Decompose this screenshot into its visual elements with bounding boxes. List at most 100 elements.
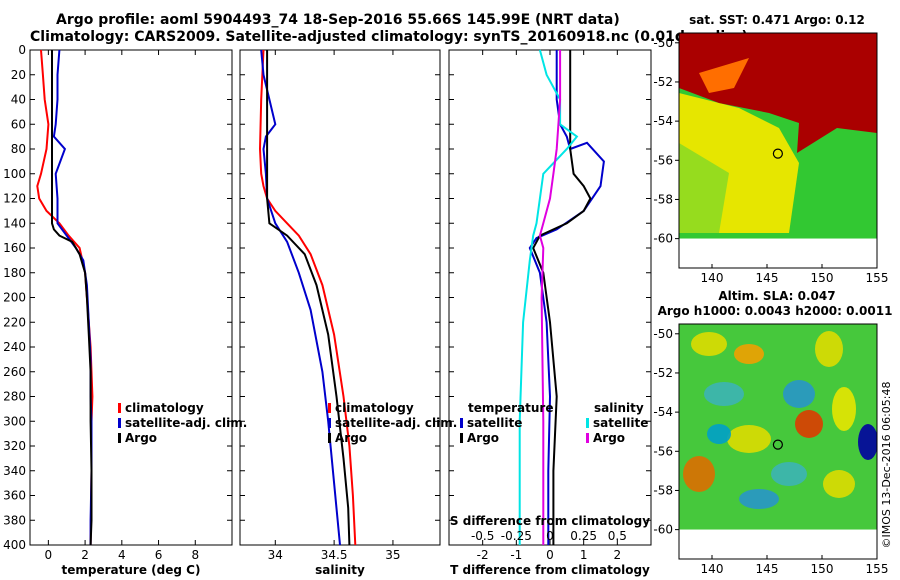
legend-temperature-heading: temperature <box>468 401 553 415</box>
xtick-label: 6 <box>155 548 163 562</box>
map-xtick-label: 140 <box>701 271 724 285</box>
sla-map-subtitle: Argo h1000: 0.0043 h2000: 0.0011 <box>658 304 893 318</box>
ytick-label-360: 360 <box>3 489 26 503</box>
xtick-label: -1 <box>510 548 522 562</box>
map-ytick-label: -58 <box>653 192 673 206</box>
map-xtick-label: 145 <box>756 562 779 576</box>
argo-position-marker <box>772 148 783 159</box>
sla-anomaly-blob <box>734 344 764 364</box>
map-frame-sst-map <box>678 32 878 269</box>
ytick-label-220: 220 <box>3 315 26 329</box>
sla-anomaly-blob <box>815 331 843 367</box>
legend-swatch <box>328 433 331 443</box>
sla-anomaly-blob <box>771 462 807 486</box>
sla-anomaly-blob <box>832 387 856 431</box>
series-line-s-argo <box>538 50 562 545</box>
sla-anomaly-blob <box>691 332 727 356</box>
ytick-label-0: 0 <box>18 43 26 57</box>
panel-salinity-frame <box>239 49 441 546</box>
sla-anomaly-blob <box>707 424 731 444</box>
map-frame-sla-map <box>678 323 878 560</box>
legend-salinity-heading: salinity <box>594 401 644 415</box>
ytick-label-200: 200 <box>3 291 26 305</box>
legend-swatch <box>586 433 589 443</box>
map-xtick-label: 150 <box>811 562 834 576</box>
xtick-label: 0 <box>546 548 554 562</box>
ytick-label-400: 400 <box>3 538 26 552</box>
sla-anomaly-blob <box>727 425 771 453</box>
legend-swatch <box>328 403 331 413</box>
legend-swatch <box>118 403 121 413</box>
sla-anomaly-blob <box>795 410 823 438</box>
ytick-label-100: 100 <box>3 167 26 181</box>
sla-anomaly-blob <box>704 382 744 406</box>
series-line-climatology <box>36 49 94 546</box>
ytick-label-320: 320 <box>3 439 26 453</box>
ytick-label-340: 340 <box>3 464 26 478</box>
series-line-climatology <box>258 49 357 546</box>
map-ytick-label: -60 <box>653 523 673 537</box>
legend-label: Argo <box>593 431 625 445</box>
map-xtick-label: 145 <box>756 271 779 285</box>
xtick-label: 34 <box>268 548 283 562</box>
map-ytick-label: -50 <box>653 327 673 341</box>
map-xtick-label: 150 <box>811 271 834 285</box>
ytick-label-180: 180 <box>3 266 26 280</box>
map-ytick-label: -50 <box>653 36 673 50</box>
map-field-sla-map <box>679 324 877 530</box>
sst-warm-region <box>679 33 877 153</box>
map-xtick-label: 155 <box>866 271 889 285</box>
legend-swatch <box>460 433 463 443</box>
xtick-label: 2 <box>81 548 89 562</box>
legend-swatch <box>328 418 331 428</box>
legend-swatch <box>460 418 463 428</box>
sla-anomaly-blob <box>823 470 855 498</box>
ytick-label-260: 260 <box>3 365 26 379</box>
xtick-label: 2 <box>614 548 622 562</box>
map-ytick-label: -60 <box>653 232 673 246</box>
map-xtick-label: 155 <box>866 562 889 576</box>
xtick-label: 34.5 <box>321 548 348 562</box>
sst-orange-filament <box>699 58 749 93</box>
panel-difference-frame <box>448 49 652 546</box>
sla-anomaly-blob <box>739 489 779 509</box>
xtick-label: 8 <box>191 548 199 562</box>
figure-title-line-1: Argo profile: aoml 5904493_74 18-Sep-201… <box>56 12 620 28</box>
map-field-sst-map <box>679 33 877 239</box>
x2label-difference: S difference from climatology <box>450 514 650 528</box>
series-line-satellite-adj-clim- <box>260 49 341 546</box>
sla-anomaly-blob <box>783 380 815 408</box>
ytick-label-20: 20 <box>11 68 26 82</box>
sla-anomaly-blob <box>858 424 877 460</box>
xlabel-difference: T difference from climatology <box>450 563 650 577</box>
xtick-label: 0 <box>45 548 53 562</box>
xtick-label: 4 <box>118 548 126 562</box>
legend-label: satellite <box>593 416 648 430</box>
sst-mid-band <box>679 143 729 233</box>
ytick-label-380: 380 <box>3 513 26 527</box>
x2tick-label: 0.25 <box>570 529 597 543</box>
map-ytick-label: -56 <box>653 444 673 458</box>
panel-temperature-frame <box>29 49 233 546</box>
map-ytick-label: -54 <box>653 405 673 419</box>
legend-label: Argo <box>335 431 367 445</box>
legend-swatch <box>118 418 121 428</box>
xtick-label: 1 <box>580 548 588 562</box>
series-line-argo <box>266 50 351 546</box>
legend-label: Argo <box>467 431 499 445</box>
legend-label: satellite-adj. clim. <box>125 416 247 430</box>
legend-swatch <box>118 433 121 443</box>
map-ytick-label: -56 <box>653 153 673 167</box>
ytick-label-60: 60 <box>11 117 26 131</box>
map-xtick-label: 140 <box>701 562 724 576</box>
watermark: ©IMOS 13-Dec-2016 06:05:48 <box>880 382 893 549</box>
map-ytick-label: -52 <box>653 366 673 380</box>
xtick-label: 35 <box>385 548 400 562</box>
legend-label: satellite-adj. clim. <box>335 416 457 430</box>
argo-position-marker <box>772 439 783 450</box>
ytick-label-280: 280 <box>3 390 26 404</box>
xlabel-salinity: salinity <box>315 563 365 577</box>
figure-title-line-2: Climatology: CARS2009. Satellite-adjuste… <box>30 29 748 45</box>
ytick-label-240: 240 <box>3 340 26 354</box>
legend-swatch <box>586 418 589 428</box>
